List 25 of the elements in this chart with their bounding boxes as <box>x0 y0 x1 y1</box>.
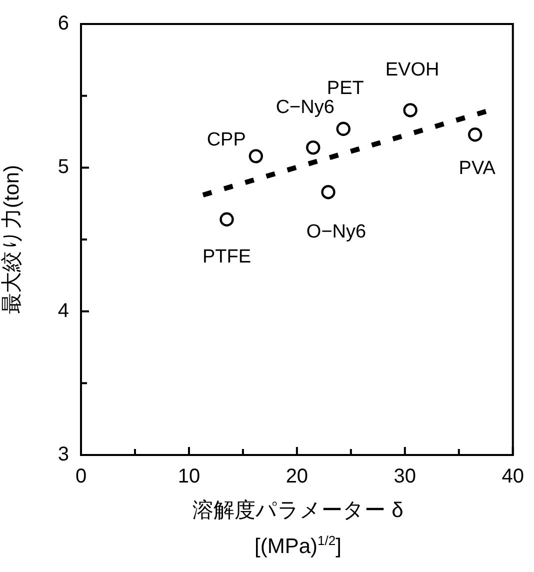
x-tick-label: 40 <box>502 466 524 488</box>
point <box>468 128 482 142</box>
point <box>306 140 320 155</box>
point <box>403 103 418 118</box>
annotation: CPP <box>206 129 246 150</box>
y-tick-label: 5 <box>58 156 69 178</box>
annotation: PTFE <box>202 246 252 268</box>
annotation: EVOH <box>385 59 440 80</box>
y-axis-title: 最大絞り力(ton) <box>0 164 24 314</box>
annotation: PVA <box>458 158 496 179</box>
y-tick-label: 3 <box>58 444 69 466</box>
x-tick-label: 0 <box>75 466 87 488</box>
annotation: C−Ny6 <box>276 96 334 118</box>
x-tick-label: 30 <box>394 466 416 488</box>
x-tick-label: 20 <box>286 466 308 488</box>
annotation: O−Ny6 <box>306 221 366 242</box>
point <box>336 122 350 136</box>
y-tick-label: 4 <box>58 300 69 322</box>
annotation: PET <box>326 78 364 100</box>
point <box>248 149 264 164</box>
x-axis-title: 溶解度パラメーター δ [(MPa)$^{1/2}$] <box>192 498 404 560</box>
x-tick-label: 10 <box>178 466 200 488</box>
point <box>321 184 336 200</box>
point <box>220 212 234 226</box>
y-tick-label: 6 <box>58 12 69 35</box>
